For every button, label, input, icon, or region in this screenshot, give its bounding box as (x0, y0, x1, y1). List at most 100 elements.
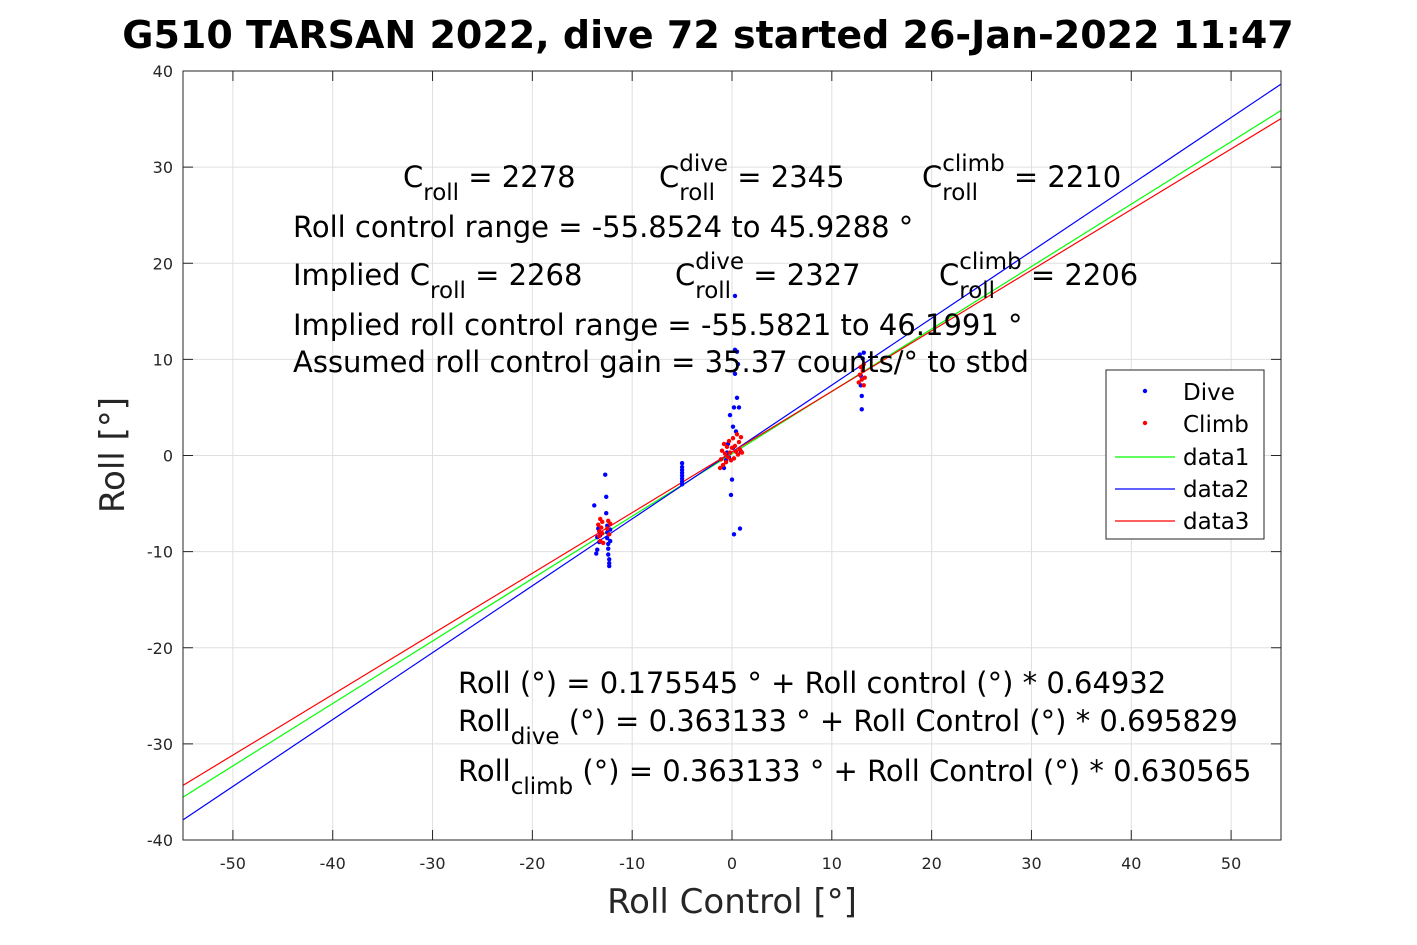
x-tick-label: -10 (619, 854, 645, 873)
point-climb (861, 383, 866, 388)
y-tick-label: 40 (153, 62, 173, 81)
point-dive (735, 361, 741, 367)
legend-label: Climb (1183, 412, 1249, 438)
point-climb (717, 465, 723, 471)
annotation-gain: Assumed roll control gain = 35.37 counts… (293, 345, 1029, 379)
point-climb (605, 526, 610, 531)
annotation-text: dive (511, 724, 560, 750)
point-climb (862, 375, 867, 380)
point-climb (600, 519, 605, 525)
y-tick-label: -20 (147, 639, 173, 658)
legend-label: Dive (1183, 380, 1235, 406)
point-climb (736, 439, 742, 445)
y-tick-label: 0 (163, 447, 173, 466)
point-climb (735, 452, 741, 457)
series-line-data1 (182, 110, 1282, 798)
point-dive (859, 407, 864, 412)
point-dive (607, 557, 612, 562)
point-climb (860, 368, 865, 374)
point-climb (596, 522, 601, 527)
annotation-text: roll (679, 180, 715, 206)
point-climb (718, 457, 724, 462)
annotation-text: roll (695, 278, 731, 304)
point-climb (719, 448, 725, 453)
annotation-range: Roll control range = -55.8524 to 45.9288… (293, 210, 913, 244)
point-dive (737, 526, 743, 531)
annotation-croll-climb: Cclimb roll = 2210 (922, 151, 1121, 206)
point-climb (608, 521, 613, 526)
annotation-text: C (403, 160, 423, 194)
point-climb (726, 438, 732, 444)
x-axis-label: Roll Control [°] (607, 882, 857, 922)
point-dive (729, 477, 735, 482)
x-tick-label: -20 (519, 854, 545, 873)
point-dive (732, 293, 738, 299)
point-climb (597, 534, 602, 539)
point-dive (604, 494, 609, 500)
annotation-text: Implied C (293, 258, 430, 292)
point-climb (732, 443, 738, 449)
point-dive (734, 395, 740, 401)
annotation-text: (°) = 0.363133 ° + Roll Control (°) * 0.… (573, 754, 1251, 788)
point-climb (857, 372, 862, 377)
x-tick-label: 50 (1221, 854, 1241, 873)
annotation-implied-croll-dive: Cdive roll = 2327 (675, 249, 861, 304)
annotation-text: Roll (458, 704, 511, 738)
point-climb (731, 456, 737, 461)
annotation-implied-croll: Implied Croll = 2268 (293, 258, 582, 304)
point-climb (599, 525, 604, 530)
point-dive (727, 412, 733, 418)
annotation-text: Implied roll control range = -55.5821 to… (293, 308, 1023, 342)
point-climb (856, 380, 861, 385)
point-dive (857, 352, 862, 357)
annotation-text: dive (679, 151, 728, 177)
x-tick-label: 0 (727, 854, 737, 873)
point-dive (606, 546, 611, 551)
annotation-text: C (675, 258, 695, 292)
annotation-text: roll (959, 278, 995, 304)
annotation-text: = 2278 (459, 160, 576, 194)
annotation-text: = 2206 (1022, 258, 1139, 292)
y-axis-label: Roll [°] (93, 397, 133, 513)
y-tick-label: 10 (153, 350, 173, 369)
point-dive (604, 510, 609, 516)
y-tick-label: -10 (147, 543, 173, 562)
annotation-fit: Roll (°) = 0.175545 ° + Roll control (°)… (458, 666, 1166, 700)
point-climb (607, 532, 612, 537)
point-dive (859, 393, 864, 399)
point-dive (594, 551, 599, 556)
legend-label: data1 (1183, 445, 1249, 471)
point-climb (723, 460, 729, 465)
annotation-text: dive (695, 249, 744, 275)
point-dive (731, 405, 737, 410)
point-dive (592, 503, 597, 508)
point-dive (605, 535, 610, 541)
point-climb (738, 435, 744, 440)
point-climb (739, 450, 745, 455)
annotation-text: roll (942, 180, 978, 206)
point-climb (858, 364, 863, 370)
point-dive (860, 356, 865, 361)
annotation-text: climb (511, 774, 573, 800)
point-dive (730, 424, 736, 429)
annotation-croll: Croll = 2278 (403, 160, 576, 206)
point-dive (608, 538, 613, 544)
annotation-text: Roll (°) = 0.175545 ° + Roll control (°)… (458, 666, 1166, 700)
point-dive (728, 492, 734, 498)
annotation-text: climb (959, 249, 1021, 275)
legend-marker-dive (1142, 388, 1148, 394)
point-climb (600, 531, 605, 536)
annotation-text: roll (423, 180, 459, 206)
annotation-text: Roll control range = -55.8524 to 45.9288… (293, 210, 913, 244)
annotation-text: C (922, 160, 942, 194)
x-tick-label: 40 (1121, 854, 1141, 873)
legend-box (1105, 369, 1265, 540)
point-dive (603, 472, 608, 477)
x-tick-label: -50 (220, 854, 246, 873)
point-climb (721, 441, 727, 447)
annotation-fit-dive: Rolldive (°) = 0.363133 ° + Roll Control… (458, 704, 1238, 750)
annotation-text: = 2210 (1005, 160, 1122, 194)
point-dive (734, 349, 740, 354)
point-dive (606, 552, 611, 557)
